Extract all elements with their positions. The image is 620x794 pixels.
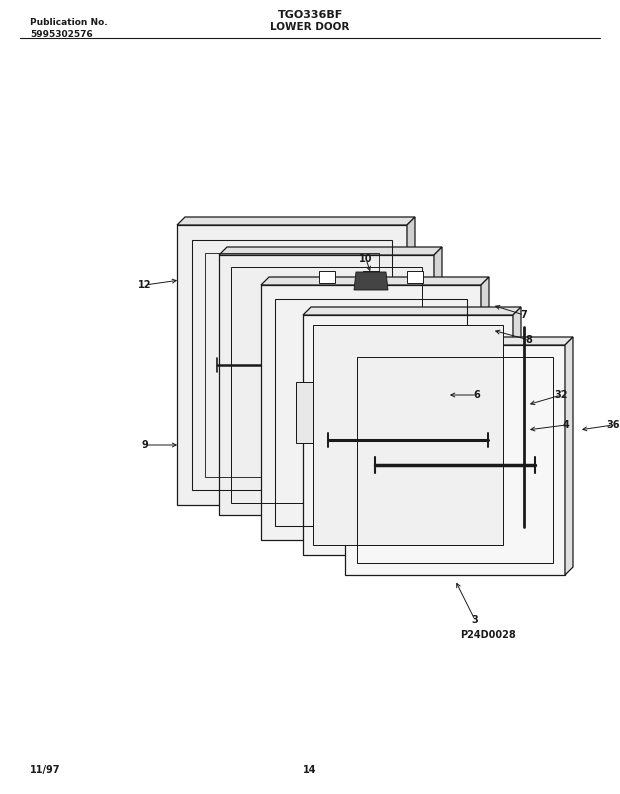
Polygon shape xyxy=(303,307,521,315)
Polygon shape xyxy=(434,247,442,515)
Polygon shape xyxy=(177,225,407,505)
Text: Publication No.: Publication No. xyxy=(30,18,108,27)
Text: 7: 7 xyxy=(521,310,528,320)
Polygon shape xyxy=(354,272,388,290)
Polygon shape xyxy=(565,337,573,575)
Polygon shape xyxy=(407,271,423,283)
Polygon shape xyxy=(303,315,513,555)
Polygon shape xyxy=(345,337,573,345)
Polygon shape xyxy=(481,277,489,540)
Text: 14: 14 xyxy=(303,765,317,775)
Polygon shape xyxy=(177,217,415,225)
Text: 6: 6 xyxy=(474,390,480,400)
Text: 12: 12 xyxy=(138,280,152,290)
Text: 32: 32 xyxy=(554,390,568,400)
Text: 3: 3 xyxy=(472,615,479,625)
Polygon shape xyxy=(345,345,565,575)
Text: P24D0028: P24D0028 xyxy=(460,630,516,640)
Polygon shape xyxy=(313,325,503,545)
Polygon shape xyxy=(261,277,489,285)
Polygon shape xyxy=(363,271,379,283)
Polygon shape xyxy=(407,217,415,505)
Polygon shape xyxy=(513,307,521,555)
Text: 5995302576: 5995302576 xyxy=(30,30,93,39)
Text: eReplacementParts.com: eReplacementParts.com xyxy=(242,395,378,405)
Polygon shape xyxy=(219,247,442,255)
Text: 36: 36 xyxy=(606,420,620,430)
Polygon shape xyxy=(296,382,446,443)
Text: 4: 4 xyxy=(562,420,569,430)
Text: 9: 9 xyxy=(141,440,148,450)
Text: LOWER DOOR: LOWER DOOR xyxy=(270,22,350,32)
Polygon shape xyxy=(319,271,335,283)
Text: 8: 8 xyxy=(526,335,533,345)
Text: 10: 10 xyxy=(359,254,373,264)
Polygon shape xyxy=(261,285,481,540)
Polygon shape xyxy=(219,255,434,515)
Text: 11/97: 11/97 xyxy=(30,765,61,775)
Text: TGO336BF: TGO336BF xyxy=(277,10,343,20)
